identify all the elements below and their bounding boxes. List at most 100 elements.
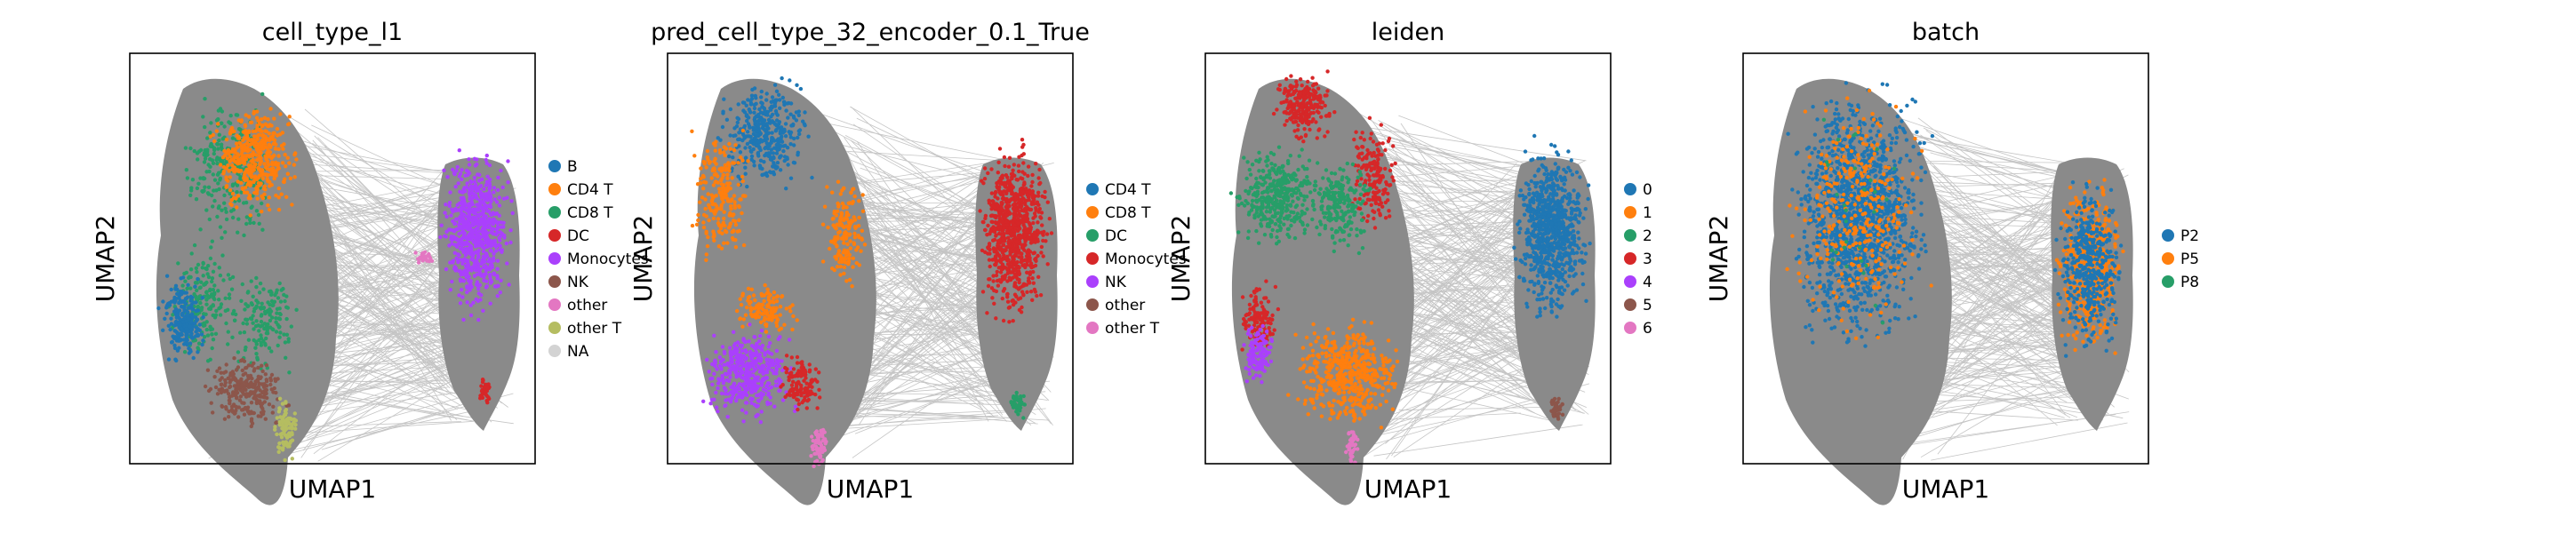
cell-point	[710, 168, 715, 173]
cell-point	[796, 389, 801, 394]
cell-point	[778, 139, 782, 144]
cell-point	[244, 322, 250, 326]
cell-point	[255, 196, 260, 201]
cell-point	[185, 176, 190, 180]
cell-point	[284, 332, 290, 337]
cell-point	[496, 220, 501, 225]
cell-point	[724, 403, 728, 408]
cell-point	[183, 146, 188, 150]
legend-marker	[548, 183, 561, 195]
cell-point	[188, 193, 193, 197]
cell-point	[1045, 200, 1050, 204]
cell-point	[213, 313, 219, 317]
cell-point	[204, 170, 209, 174]
cell-point	[752, 360, 756, 364]
cell-point	[765, 303, 770, 307]
cell-point	[765, 125, 770, 131]
cell-point	[274, 320, 278, 324]
cell-point	[240, 401, 244, 405]
cell-point	[714, 139, 718, 144]
cell-point	[488, 177, 492, 182]
cell-point	[749, 356, 754, 362]
cell-point	[484, 388, 489, 394]
cell-point	[228, 188, 233, 193]
cell-point	[500, 185, 505, 190]
cell-point	[284, 400, 288, 404]
cell-point	[217, 187, 221, 192]
cell-point	[725, 176, 730, 180]
cell-point	[705, 357, 709, 362]
cell-point	[177, 320, 181, 324]
cell-point	[743, 165, 748, 170]
cell-point	[257, 122, 262, 126]
legend-label: B	[567, 158, 578, 176]
cell-point	[770, 352, 774, 356]
cell-point	[740, 128, 746, 133]
cell-point	[748, 125, 752, 130]
cell-point	[748, 145, 752, 150]
cell-point	[283, 153, 287, 157]
cell-point	[1030, 189, 1035, 194]
cell-point	[244, 378, 249, 383]
cell-point	[774, 151, 780, 155]
cell-point	[841, 251, 845, 255]
cell-point	[777, 120, 782, 124]
cell-point	[196, 276, 200, 282]
cell-point	[996, 266, 1001, 270]
cell-point	[252, 338, 256, 343]
cell-point	[287, 161, 292, 165]
cell-point	[456, 237, 460, 243]
cell-point	[228, 159, 232, 163]
cell-point	[469, 180, 474, 185]
edge-line	[823, 149, 1008, 162]
cell-point	[223, 370, 228, 374]
cell-point	[254, 209, 260, 213]
cell-point	[452, 221, 458, 226]
cell-point	[181, 298, 186, 304]
cell-point	[286, 339, 291, 344]
cell-point	[227, 169, 231, 173]
cell-point	[836, 179, 841, 184]
cell-point	[830, 266, 835, 271]
cell-point	[770, 95, 775, 99]
cell-point	[741, 243, 747, 248]
cell-point	[763, 109, 767, 114]
legend-label: other T	[567, 320, 622, 338]
cell-point	[232, 356, 236, 361]
cell-point	[782, 100, 787, 105]
cell-point	[783, 134, 788, 139]
cell-point	[798, 86, 804, 91]
cell-point	[253, 162, 258, 167]
cell-point	[741, 382, 747, 387]
cell-point	[719, 360, 724, 364]
cell-point	[449, 235, 453, 239]
cell-point	[492, 219, 496, 223]
cell-point	[822, 204, 828, 209]
cell-point	[765, 317, 771, 322]
cell-point	[733, 245, 739, 250]
cell-point	[701, 187, 706, 191]
cell-point	[194, 197, 199, 202]
cell-point	[258, 167, 262, 172]
cell-point	[797, 131, 802, 137]
cell-point	[996, 283, 1001, 288]
cell-point	[498, 243, 502, 249]
cell-point	[204, 302, 209, 306]
cell-point	[238, 169, 244, 173]
cell-point	[214, 157, 219, 163]
cell-point	[236, 379, 241, 384]
cell-point	[468, 303, 473, 307]
cell-point	[230, 182, 236, 187]
cell-point	[232, 411, 237, 416]
cell-point	[182, 350, 188, 354]
cell-point	[263, 187, 268, 192]
cell-point	[701, 179, 707, 185]
cell-point	[251, 294, 255, 298]
cell-point	[701, 225, 707, 230]
cell-point	[740, 408, 745, 412]
cell-point	[232, 308, 236, 314]
cell-point	[499, 168, 503, 173]
cell-point	[832, 209, 836, 214]
cell-point	[748, 301, 752, 306]
